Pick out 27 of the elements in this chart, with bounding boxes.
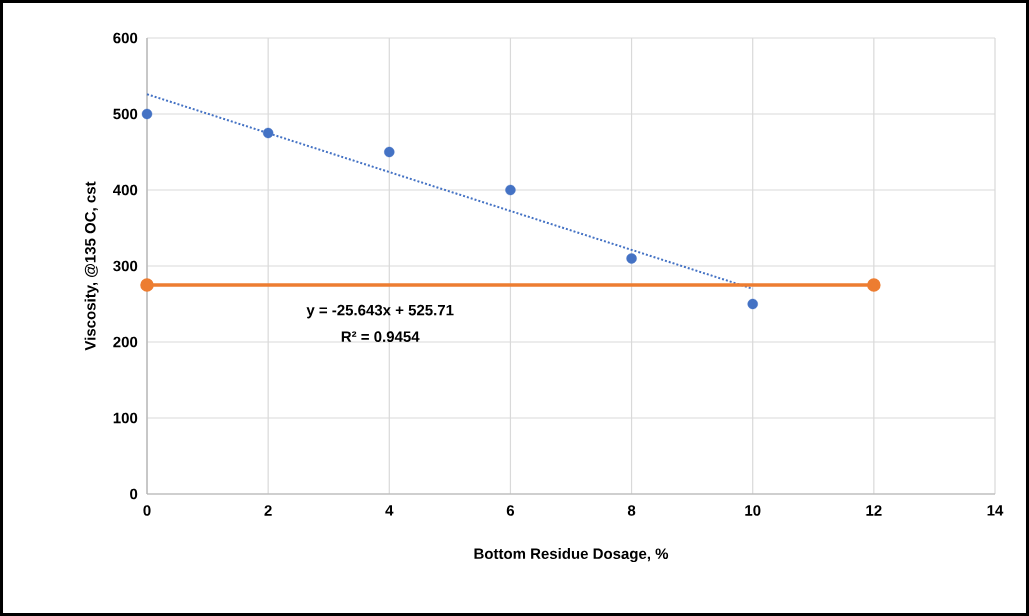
point — [626, 253, 637, 264]
x-tick-label: 0 — [143, 505, 151, 516]
point — [141, 108, 153, 120]
x-tick-label: 10 — [745, 505, 761, 516]
y-tick-label: 100 — [113, 412, 138, 424]
x-tick-label: 4 — [385, 505, 394, 516]
point — [747, 298, 758, 310]
y-tick-label: 200 — [113, 336, 138, 348]
annotation: y = -25.643x + 525.71 — [306, 304, 454, 319]
point — [262, 127, 274, 139]
annotation: R² = 0.9454 — [341, 331, 420, 342]
point — [140, 278, 154, 292]
x-tick-label: 14 — [987, 505, 1004, 516]
y-tick-label: 400 — [113, 184, 138, 196]
y-tick-label: 600 — [113, 32, 138, 44]
y-tick-label: 0 — [130, 488, 138, 500]
point — [505, 184, 516, 196]
y-tick-label: 300 — [113, 260, 138, 272]
y-tick-label: 500 — [113, 108, 138, 120]
x-tick-label: 12 — [866, 505, 882, 516]
x-axis-title: Bottom Residue Dosage, % — [474, 548, 669, 563]
point — [867, 278, 881, 292]
x-tick-label: 8 — [627, 505, 636, 516]
x-tick-label: 2 — [264, 505, 272, 516]
y-axis-title: Viscosity, @135 OC, cst — [84, 181, 99, 351]
point — [384, 146, 395, 158]
x-tick-label: 6 — [506, 505, 515, 516]
